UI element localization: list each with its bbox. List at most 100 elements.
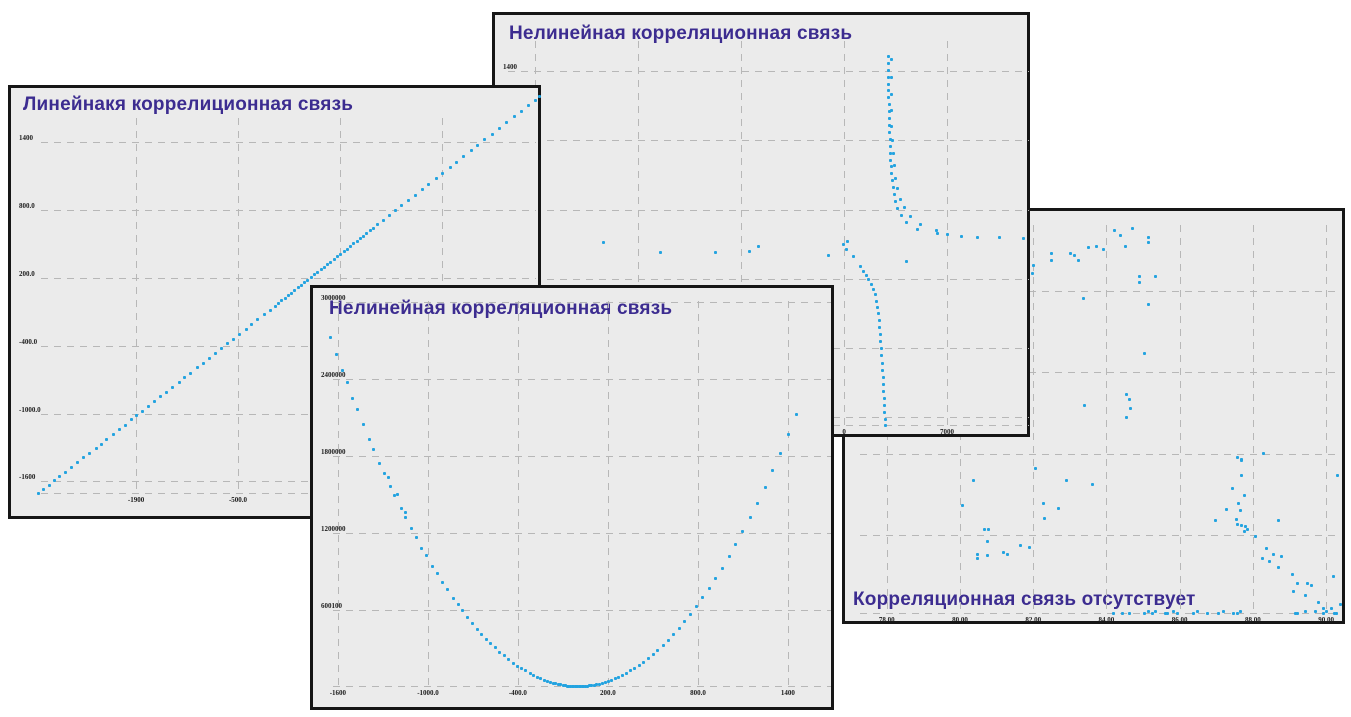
scatter-dot	[1192, 611, 1196, 615]
scatter-dot	[563, 684, 567, 688]
y-gridline	[333, 456, 831, 457]
scatter-dot	[511, 661, 515, 665]
y-gridline	[860, 372, 1340, 374]
scatter-dot	[661, 644, 665, 647]
scatter-dot	[567, 684, 571, 688]
scatter-dot	[905, 259, 909, 263]
scatter-dot	[896, 206, 900, 210]
scatter-dot	[763, 485, 767, 489]
scatter-dot	[720, 566, 724, 570]
scatter-dot	[1150, 611, 1154, 615]
scatter-dot	[852, 254, 855, 258]
scatter-dot	[888, 130, 892, 134]
scatter-dot	[219, 347, 223, 351]
scatter-dot	[1232, 611, 1236, 615]
scatter-dot	[666, 638, 670, 642]
y-tick-label: -400.0	[19, 337, 38, 346]
scatter-dot	[1027, 545, 1031, 549]
scatter-dot	[795, 413, 798, 417]
scatter-dot	[303, 281, 307, 285]
x-gridline	[638, 41, 640, 425]
scatter-dot	[502, 654, 506, 658]
y-gridline	[333, 609, 831, 611]
scatter-dot	[232, 337, 236, 341]
scatter-dot	[1280, 554, 1284, 558]
y-tick-label: 1800000	[321, 448, 346, 456]
scatter-dot	[342, 250, 346, 254]
scatter-dot	[883, 423, 887, 427]
scatter-dot	[159, 395, 163, 399]
scatter-dot	[361, 423, 365, 427]
scatter-dot	[469, 149, 473, 153]
scatter-dot	[293, 289, 297, 292]
scatter-dot	[441, 581, 445, 585]
scatter-dot	[460, 609, 464, 613]
scatter-dot	[1153, 610, 1157, 614]
scatter-dot	[889, 92, 893, 96]
y-gridline	[508, 140, 1029, 142]
scatter-dot	[431, 564, 434, 568]
scatter-dot	[748, 249, 752, 253]
x-tick-label: 84.00	[1098, 616, 1115, 624]
x-gridline	[1252, 225, 1254, 613]
scatter-dot	[388, 485, 392, 488]
scatter-dot	[434, 177, 438, 181]
scatter-dot	[778, 451, 782, 455]
scatter-dot	[756, 501, 759, 505]
scatter-dot	[1321, 611, 1325, 615]
scatter-dot	[861, 270, 865, 273]
scatter-dot	[584, 684, 587, 688]
y-tick-label: -1000.0	[19, 405, 41, 414]
scatter-dot	[866, 278, 870, 282]
scatter-dot	[382, 218, 386, 222]
scatter-dot	[313, 273, 316, 277]
x-gridline	[428, 301, 429, 686]
scatter-dot	[1069, 252, 1073, 256]
x-gridline	[517, 301, 519, 686]
scatter-dot	[456, 603, 460, 607]
scatter-dot	[1146, 235, 1150, 239]
scatter-dot	[1205, 611, 1209, 615]
scatter-dot	[642, 660, 645, 664]
scatter-dot	[919, 222, 922, 226]
scatter-dot	[565, 684, 569, 688]
x-gridline	[238, 118, 239, 493]
scatter-dot	[695, 604, 699, 608]
scatter-dot	[916, 227, 920, 231]
scatter-dot	[283, 296, 287, 300]
scatter-dot	[986, 528, 990, 532]
scatter-dot	[117, 428, 121, 431]
scatter-dot	[388, 214, 391, 217]
scatter-dot	[334, 353, 338, 356]
y-gridline	[41, 345, 536, 347]
x-tick-label: -1000.0	[417, 689, 439, 697]
scatter-dot	[1166, 611, 1170, 615]
scatter-dot	[882, 404, 886, 408]
scatter-dot	[1230, 487, 1234, 490]
scatter-dot	[1112, 229, 1116, 233]
x-tick-label: -500.0	[228, 496, 248, 504]
scatter-dot	[319, 268, 323, 272]
scatter-dot	[880, 361, 884, 365]
scatter-dot	[971, 479, 975, 483]
y-gridline	[860, 535, 1340, 537]
scatter-dot	[1238, 509, 1242, 513]
scatter-dot	[332, 257, 336, 261]
scatter-dot	[470, 621, 474, 625]
scatter-dot	[177, 380, 181, 384]
scatter-dot	[420, 188, 424, 192]
scatter-dot	[1304, 593, 1308, 597]
scatter-dot	[516, 664, 520, 668]
scatter-dot	[335, 255, 339, 259]
scatter-dot	[895, 187, 899, 191]
scatter-dot	[842, 242, 846, 246]
scatter-dot	[404, 515, 407, 519]
x-gridline	[1106, 225, 1108, 613]
scatter-dot	[539, 677, 543, 681]
scatter-dot	[889, 75, 893, 79]
scatter-dot	[1222, 610, 1226, 614]
scatter-dot	[1276, 565, 1280, 569]
scatter-dot	[881, 390, 885, 393]
scatter-dot	[490, 132, 494, 136]
scatter-dot	[628, 669, 632, 673]
